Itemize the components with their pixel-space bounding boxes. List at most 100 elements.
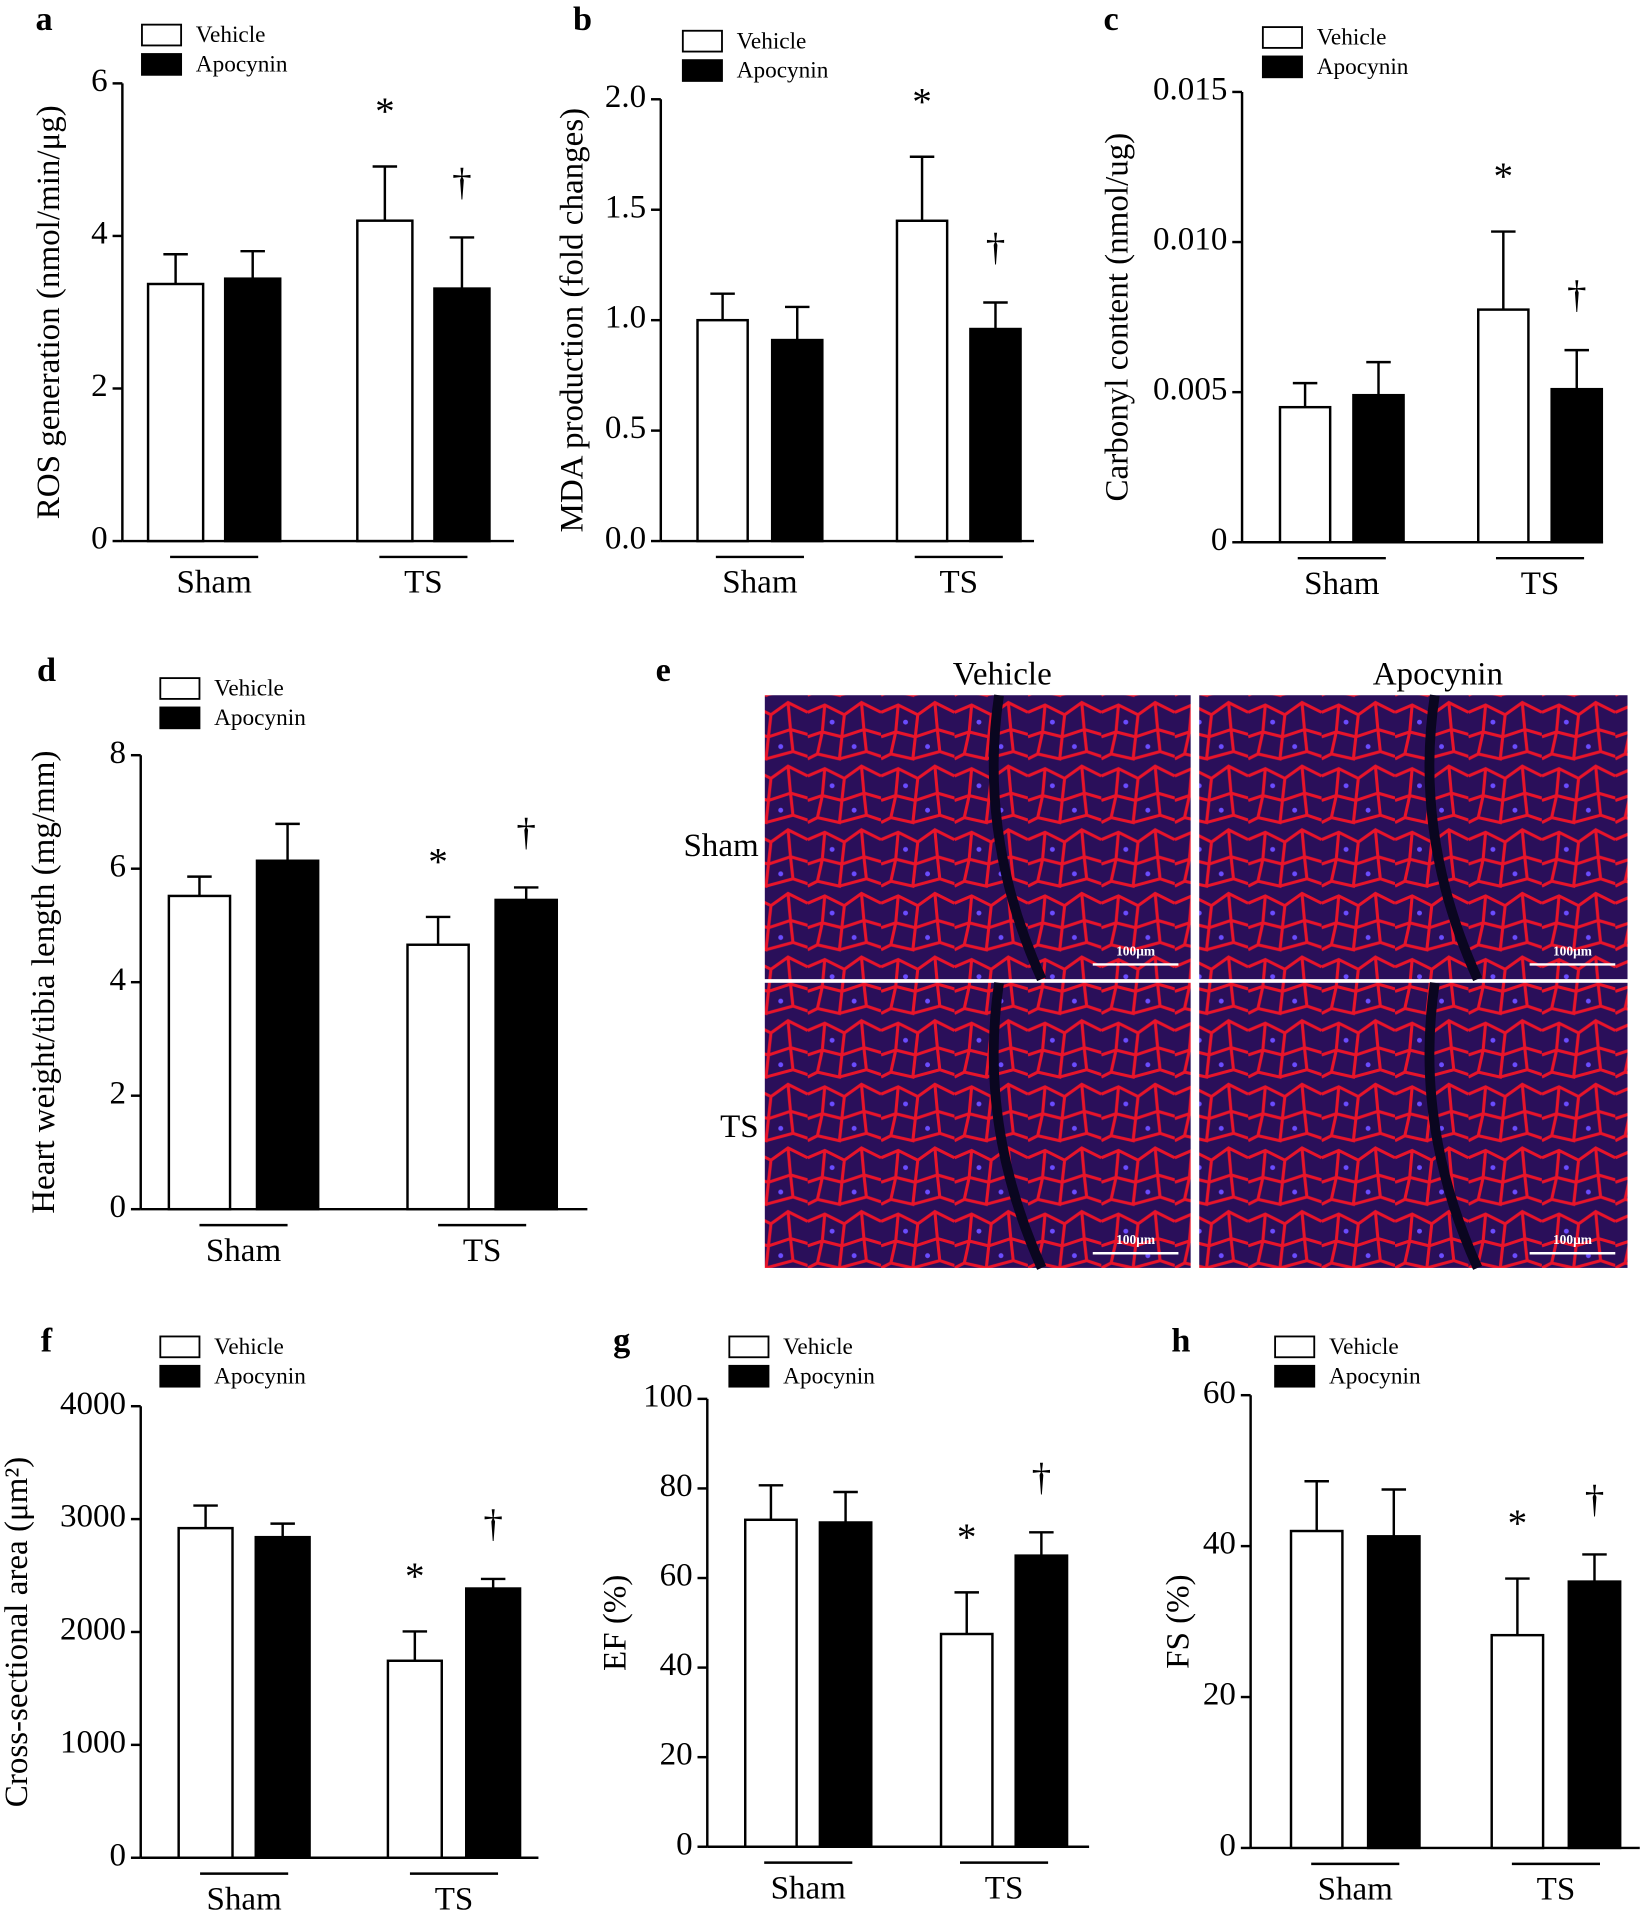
y-tick-label: 3000 [60,1499,126,1535]
y-tick-label: 4 [91,216,108,252]
vessel [988,982,1047,1270]
scale-bar-label: 100μm [1553,1232,1592,1247]
legend-label: Apocynin [214,705,306,731]
y-axis-title: FS (%) [1160,1574,1196,1669]
bar [254,1535,311,1859]
panel-label: f [41,1322,53,1360]
legend-swatch [681,29,723,53]
bar [696,318,749,543]
bar [494,898,559,1211]
y-tick-label: 0 [91,521,108,557]
y-tick-label: 1.0 [605,300,646,336]
y-tick-label: 0.010 [1153,222,1227,258]
legend-swatch [1261,55,1303,79]
y-tick-label: 6 [91,63,108,99]
bar [939,1632,994,1848]
legend-label: Vehicle [737,28,807,54]
legend-label: Vehicle [1317,25,1387,51]
bar [1289,1529,1344,1850]
y-axis-title: EF (%) [598,1575,634,1671]
bar [146,282,205,543]
x-tick-label: Sham [207,1881,283,1917]
vessel [1424,982,1483,1270]
significance-marker: † [1032,1456,1052,1499]
panel-label: c [1104,0,1119,38]
y-axis-title: Heart weight/tibia length (mg/mm) [26,751,62,1214]
column-label: Vehicle [953,656,1052,692]
y-tick-label: 60 [660,1558,693,1594]
x-tick-label: TS [463,1233,502,1269]
x-tick-label: TS [1521,566,1560,602]
bar [895,219,949,543]
legend-label: Apocynin [1329,1363,1421,1389]
bar [969,327,1022,543]
row-label: TS [720,1109,759,1145]
significance-marker: † [1567,274,1587,317]
bar [433,287,491,543]
scale-bar-label: 100μm [1116,943,1155,958]
panel-label: a [35,0,52,38]
micrograph [1199,695,1628,980]
x-tick-label: Sham [722,565,798,601]
micrograph [764,695,1191,980]
x-tick-label: Sham [206,1233,282,1269]
bar [223,277,282,543]
significance-marker: † [452,161,472,204]
x-tick-label: Sham [771,1870,847,1906]
legend-swatch [728,1335,770,1359]
significance-marker: † [1585,1478,1605,1521]
bar [1550,387,1604,544]
panel-label: g [613,1322,630,1360]
legend-label: Vehicle [196,22,266,48]
legend-label: Vehicle [1329,1334,1399,1360]
y-tick-label: 4 [110,962,127,998]
y-tick-label: 0 [676,1826,693,1862]
micrograph [1199,982,1628,1268]
x-tick-label: TS [985,1870,1024,1906]
bar [1366,1535,1421,1850]
significance-marker: * [1508,1502,1528,1545]
bar [770,338,824,543]
legend-label: Apocynin [1317,54,1409,80]
y-tick-label: 0 [110,1189,127,1225]
legend-swatch [159,1335,201,1359]
y-tick-label: 0.015 [1153,72,1227,108]
bar [1567,1580,1622,1850]
y-tick-label: 40 [660,1647,693,1683]
bar [406,943,470,1211]
y-axis-title: Carbonyl content (nmol/ug) [1099,133,1135,502]
significance-marker: † [516,811,536,854]
y-tick-label: 4000 [60,1386,126,1422]
significance-marker: * [375,90,395,133]
y-tick-label: 40 [1203,1526,1236,1562]
bar [177,1526,234,1859]
y-tick-label: 1.5 [605,189,646,225]
y-tick-label: 20 [660,1737,693,1773]
y-axis-title: MDA production (fold changes) [555,108,591,533]
bar [386,1659,443,1859]
bar [1490,1633,1545,1850]
legend-label: Vehicle [783,1334,853,1360]
significance-marker: * [1494,155,1514,198]
y-tick-label: 6 [110,848,127,884]
y-tick-label: 2.0 [605,79,646,115]
y-tick-label: 80 [660,1468,693,1504]
legend-label: Apocynin [737,58,829,84]
vessel [1424,694,1483,982]
bar [167,894,232,1211]
x-tick-label: TS [1537,1872,1576,1908]
y-tick-label: 100 [643,1378,693,1414]
significance-marker: * [428,841,448,884]
legend-swatch [1261,26,1303,49]
y-tick-label: 2000 [60,1612,126,1648]
panel-label: h [1171,1322,1190,1360]
scale-bar-label: 100μm [1116,1232,1155,1247]
y-tick-label: 2 [91,368,108,404]
bar [818,1521,873,1848]
panel-label: b [573,0,592,38]
legend-swatch [159,677,201,700]
bar [1352,393,1405,544]
y-axis-title: Cross-sectional area (μm²) [0,1457,35,1807]
x-tick-label: TS [939,565,978,601]
panel-label: d [37,651,56,689]
